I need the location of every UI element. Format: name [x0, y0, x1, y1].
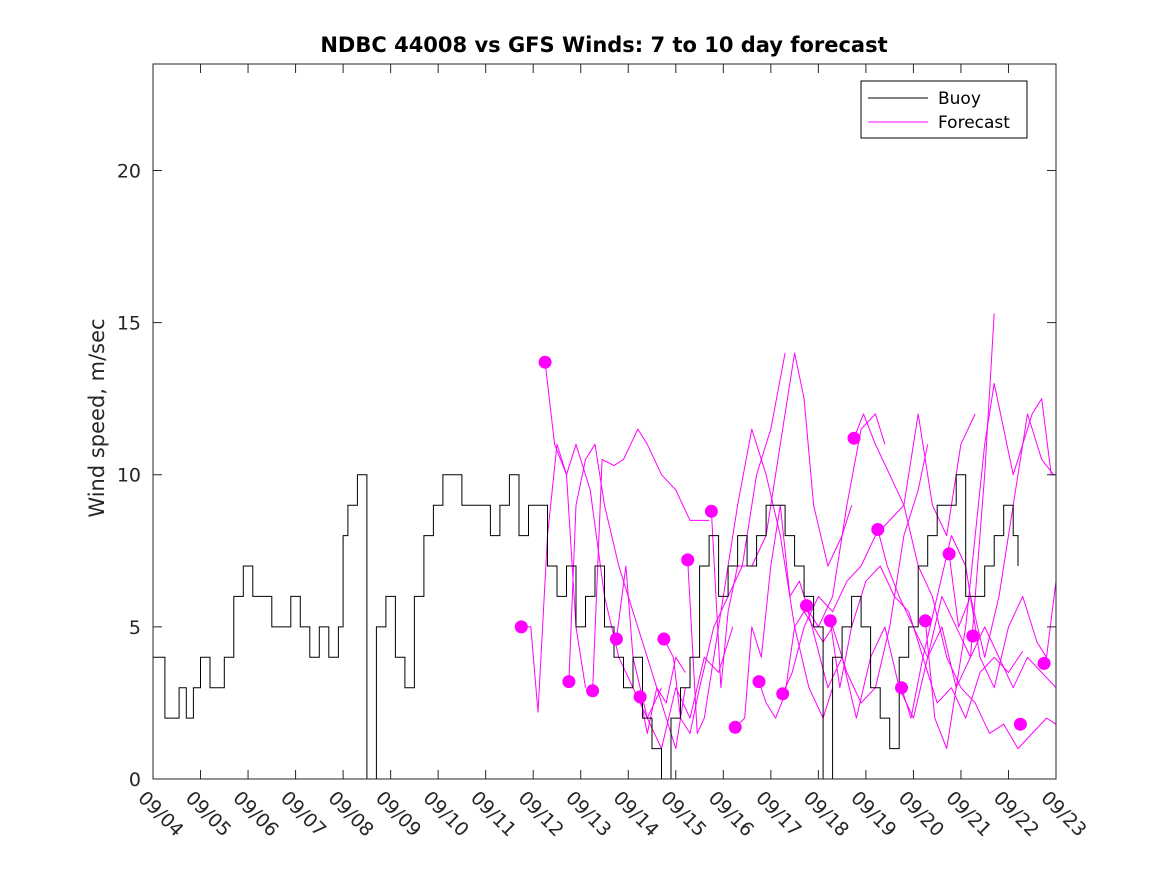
legend-buoy-label: Buoy: [938, 89, 981, 109]
buoy-series: [153, 474, 1019, 780]
x-tick-label-5: 09/09: [371, 787, 425, 841]
legend: Buoy Forecast: [860, 80, 1028, 139]
x-tick-label-15: 09/19: [846, 787, 900, 841]
forecast-point-22: [1037, 656, 1051, 670]
forecast-point-8: [681, 553, 695, 567]
y-tick-label-5: 5: [129, 617, 141, 639]
x-tick-label-8: 09/12: [514, 787, 568, 841]
forecast-line-4: [592, 428, 710, 691]
plot-area: [153, 64, 1056, 779]
axes: [152, 63, 1057, 780]
forecast-line-11: [758, 444, 929, 719]
forecast-line-17: [901, 535, 1057, 719]
forecast-line-19: [948, 413, 1054, 658]
forecast-point-14: [823, 614, 837, 628]
legend-forecast-label: Forecast: [938, 113, 1010, 133]
x-tick-labels: 09/0409/0509/0609/0709/0809/0909/1009/11…: [133, 787, 1090, 841]
forecast-point-4: [586, 684, 600, 698]
forecast-point-10: [728, 720, 742, 734]
forecast-line-10: [734, 413, 886, 728]
y-tick-labels: 0 5 10 15 20: [117, 160, 141, 791]
x-tick-label-13: 09/17: [751, 787, 805, 841]
forecast-point-19: [942, 547, 956, 561]
buoy-line: [153, 474, 1019, 780]
y-tick-label-0: 0: [129, 769, 141, 791]
x-tick-label-10: 09/14: [609, 787, 663, 841]
forecast-line-3: [568, 443, 686, 750]
forecast-start-points: [514, 355, 1051, 734]
x-tick-label-3: 09/07: [276, 787, 330, 841]
forecast-point-1: [514, 620, 528, 634]
x-tick-label-14: 09/18: [799, 787, 853, 841]
forecast-line-5: [615, 565, 734, 750]
forecast-line-18: [924, 383, 1056, 750]
legend-box: [860, 80, 1028, 139]
x-tick-label-12: 09/16: [704, 787, 758, 841]
chart-title: NDBC 44008 vs GFS Winds: 7 to 10 day for…: [320, 33, 887, 57]
forecast-point-13: [800, 599, 813, 613]
forecast-point-16: [871, 523, 885, 536]
forecast-line-16: [877, 529, 1057, 689]
forecast-point-2: [538, 355, 552, 369]
x-tick-label-2: 09/06: [229, 787, 283, 841]
x-tick-label-4: 09/08: [324, 787, 378, 841]
x-tick-label-16: 09/20: [894, 787, 948, 841]
forecast-point-5: [609, 632, 623, 646]
forecast-line-8: [687, 428, 834, 734]
forecast-series: [521, 313, 1057, 750]
x-tick-label-9: 09/13: [561, 787, 615, 841]
x-tick-label-17: 09/21: [941, 787, 995, 841]
forecast-point-21: [1013, 717, 1027, 731]
y-tick-label-20: 20: [117, 160, 141, 182]
x-tick-label-7: 09/11: [466, 787, 520, 841]
forecast-line-9: [710, 352, 853, 689]
forecast-point-17: [895, 681, 908, 695]
plot-background: [153, 64, 1056, 779]
forecast-point-18: [918, 614, 932, 628]
forecast-line-6: [639, 656, 686, 734]
forecast-point-6: [633, 690, 647, 704]
x-tick-label-11: 09/15: [656, 787, 710, 841]
axes-box: [152, 63, 1057, 780]
forecast-point-7: [657, 632, 671, 646]
x-tick-label-0: 09/04: [133, 787, 187, 841]
forecast-point-15: [847, 431, 861, 445]
forecast-point-11: [752, 675, 766, 689]
forecast-point-20: [966, 629, 980, 643]
forecast-point-12: [776, 687, 790, 701]
y-tick-label-15: 15: [117, 313, 141, 335]
y-axis-label: Wind speed, m/sec: [85, 318, 109, 517]
x-tick-label-6: 09/10: [419, 787, 473, 841]
forecast-point-9: [704, 504, 718, 518]
forecast-line-12: [782, 413, 976, 695]
x-tick-label-1: 09/05: [181, 787, 235, 841]
x-tick-label-18: 09/22: [989, 787, 1043, 841]
x-tick-label-19: 09/23: [1036, 787, 1090, 841]
forecast-line-1: [521, 443, 586, 713]
y-tick-label-10: 10: [117, 465, 141, 487]
forecast-line-15: [853, 413, 1057, 750]
forecast-point-3: [562, 675, 576, 689]
